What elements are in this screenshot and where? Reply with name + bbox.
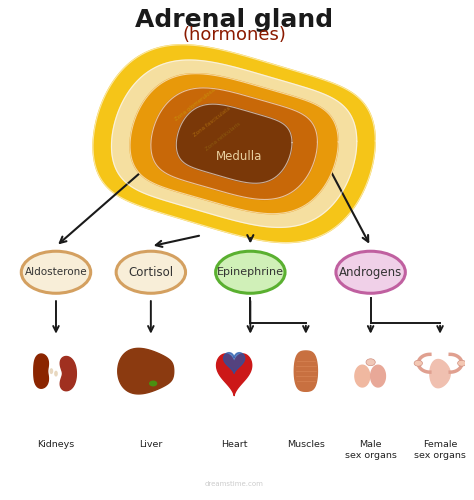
Text: Kidneys: Kidneys bbox=[37, 440, 74, 450]
Polygon shape bbox=[151, 88, 318, 200]
Text: Female
sex organs: Female sex organs bbox=[414, 440, 466, 460]
Ellipse shape bbox=[149, 380, 157, 386]
Text: Medulla: Medulla bbox=[216, 150, 262, 162]
Ellipse shape bbox=[49, 368, 53, 374]
Text: (hormones): (hormones) bbox=[182, 26, 286, 44]
Text: Zona fasciculata: Zona fasciculata bbox=[192, 106, 232, 138]
Ellipse shape bbox=[116, 251, 185, 294]
Ellipse shape bbox=[414, 360, 422, 366]
Polygon shape bbox=[355, 365, 370, 387]
Polygon shape bbox=[118, 348, 174, 394]
Polygon shape bbox=[93, 45, 375, 242]
Polygon shape bbox=[224, 352, 245, 374]
Polygon shape bbox=[430, 360, 450, 388]
Text: Cortisol: Cortisol bbox=[128, 266, 173, 279]
Text: Androgens: Androgens bbox=[339, 266, 402, 279]
Polygon shape bbox=[111, 60, 357, 228]
Text: Zona glomerulosa: Zona glomerulosa bbox=[174, 86, 217, 122]
Text: Adrenal gland: Adrenal gland bbox=[135, 8, 333, 32]
Ellipse shape bbox=[457, 360, 466, 366]
Polygon shape bbox=[60, 356, 76, 390]
Polygon shape bbox=[34, 354, 48, 388]
Ellipse shape bbox=[216, 251, 285, 294]
Text: dreamstime.com: dreamstime.com bbox=[205, 482, 264, 488]
Polygon shape bbox=[130, 74, 338, 214]
Polygon shape bbox=[371, 365, 385, 387]
Polygon shape bbox=[176, 104, 292, 184]
Text: Zona reticularis: Zona reticularis bbox=[204, 121, 241, 152]
Ellipse shape bbox=[336, 251, 405, 294]
Text: Heart: Heart bbox=[221, 440, 247, 450]
Polygon shape bbox=[294, 351, 318, 392]
Text: Male
sex organs: Male sex organs bbox=[345, 440, 397, 460]
Text: Aldosterone: Aldosterone bbox=[25, 267, 87, 277]
Text: Epinephrine: Epinephrine bbox=[217, 267, 284, 277]
Ellipse shape bbox=[54, 370, 58, 376]
Text: Muscles: Muscles bbox=[287, 440, 325, 450]
Ellipse shape bbox=[366, 359, 375, 366]
Text: Liver: Liver bbox=[139, 440, 163, 450]
Ellipse shape bbox=[21, 251, 91, 294]
Polygon shape bbox=[217, 354, 252, 396]
